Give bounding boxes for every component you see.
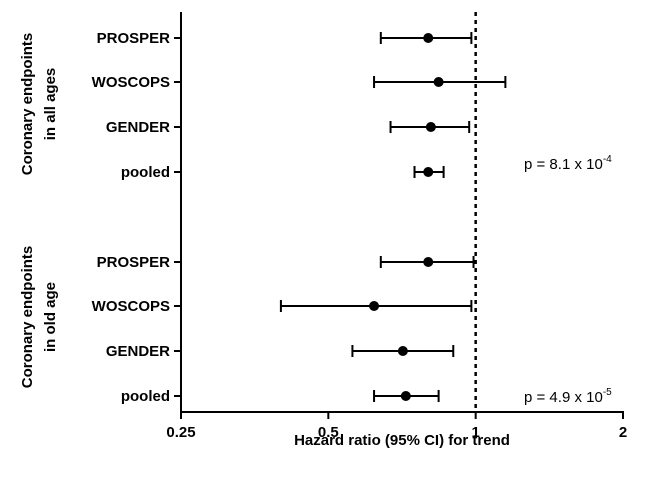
p-value-old-age: p = 4.9 x 10-5 bbox=[524, 387, 612, 406]
hazard-ratio-point bbox=[397, 346, 408, 356]
hazard-ratio-point bbox=[433, 77, 444, 87]
x-tick-label: 0.5 bbox=[318, 424, 339, 441]
row-label: pooled bbox=[121, 388, 170, 405]
hazard-ratio-point bbox=[423, 257, 434, 267]
group-label-all-ages-line2: in all ages bbox=[42, 68, 59, 141]
hazard-ratio-point bbox=[423, 167, 434, 177]
x-tick-label: 2 bbox=[619, 424, 627, 441]
x-axis-label: Hazard ratio (95% CI) for trend bbox=[294, 432, 510, 449]
group-label-all-ages-line1: Coronary endpoints bbox=[19, 33, 36, 176]
hazard-ratio-point bbox=[369, 301, 380, 311]
x-tick-label: 1 bbox=[471, 424, 479, 441]
row-label: PROSPER bbox=[97, 30, 171, 47]
group-label-old-age-line1: Coronary endpoints bbox=[19, 246, 36, 389]
p-value-all-ages: p = 8.1 x 10-4 bbox=[524, 154, 612, 173]
hazard-ratio-point bbox=[423, 33, 434, 43]
row-label: WOSCOPS bbox=[92, 74, 170, 91]
x-tick-label: 0.25 bbox=[166, 424, 195, 441]
row-label: pooled bbox=[121, 164, 170, 181]
group-label-old-age-line2: in old age bbox=[42, 282, 59, 352]
row-label: GENDER bbox=[106, 343, 170, 360]
row-label: GENDER bbox=[106, 119, 170, 136]
hazard-ratio-point bbox=[425, 122, 436, 132]
row-label: WOSCOPS bbox=[92, 298, 170, 315]
row-label: PROSPER bbox=[97, 254, 171, 271]
hazard-ratio-point bbox=[400, 391, 411, 401]
